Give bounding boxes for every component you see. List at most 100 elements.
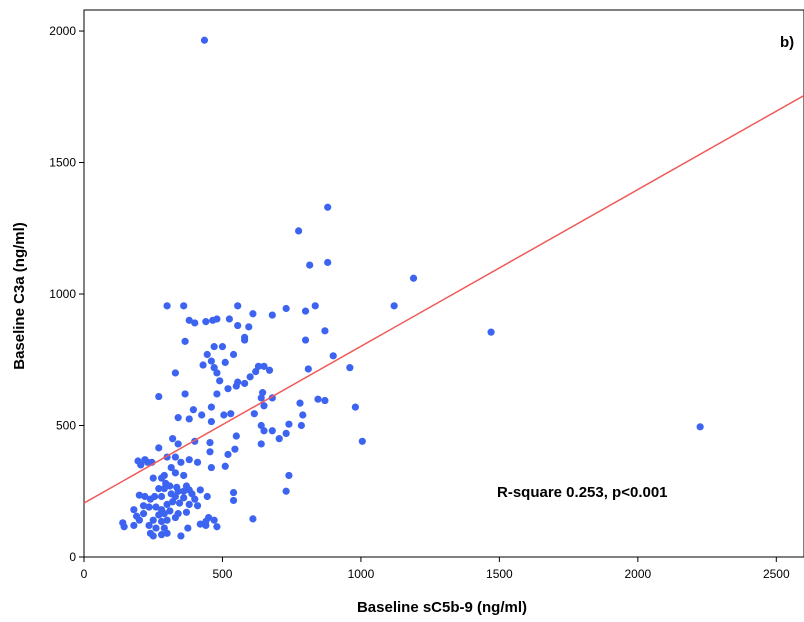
data-point <box>207 463 215 472</box>
data-point <box>145 503 153 511</box>
data-point <box>191 495 199 503</box>
data-point <box>216 377 224 385</box>
data-point <box>139 510 148 518</box>
data-point <box>130 521 138 530</box>
data-point <box>324 258 332 267</box>
data-point <box>139 502 148 510</box>
data-point <box>191 319 199 327</box>
data-point <box>167 463 175 472</box>
data-point <box>213 369 221 377</box>
data-point <box>174 414 182 422</box>
data-point <box>181 337 189 345</box>
plot-frame <box>83 9 804 558</box>
data-point <box>275 435 283 443</box>
data-point <box>160 510 168 518</box>
data-point <box>205 513 213 522</box>
data-point <box>268 427 276 435</box>
data-point <box>149 516 157 524</box>
data-point <box>193 502 202 510</box>
data-point <box>321 327 329 335</box>
data-point <box>171 369 179 377</box>
data-point <box>321 396 329 405</box>
data-point <box>213 390 221 398</box>
data-point <box>199 361 207 369</box>
x-tick-label: 1500 <box>486 567 513 581</box>
data-point <box>181 390 189 398</box>
data-point <box>346 364 354 372</box>
data-point <box>177 532 185 540</box>
data-point <box>149 532 157 540</box>
data-point <box>299 411 307 419</box>
data-point <box>329 352 337 360</box>
y-tick-label: 2000 <box>49 24 76 38</box>
data-point <box>185 456 193 464</box>
data-point <box>241 333 249 342</box>
data-point <box>206 448 214 456</box>
data-point <box>130 506 138 514</box>
data-point <box>166 482 174 490</box>
x-tick-label: 0 <box>81 567 88 581</box>
y-tick-label: 0 <box>69 550 76 564</box>
data-point <box>152 503 160 511</box>
data-point <box>171 453 179 461</box>
data-point <box>296 399 304 407</box>
data-point <box>169 498 177 506</box>
x-tick-label: 2000 <box>624 567 651 581</box>
data-point <box>184 524 192 532</box>
data-point <box>221 462 229 470</box>
data-point <box>295 227 303 235</box>
data-point <box>218 343 227 351</box>
data-point <box>169 435 177 443</box>
data-point <box>229 350 238 359</box>
panel-label: b) <box>780 34 794 51</box>
data-point <box>252 367 260 376</box>
data-point <box>182 508 191 516</box>
data-point <box>260 362 268 370</box>
data-point <box>232 432 240 440</box>
data-point <box>234 321 242 330</box>
data-point <box>185 415 193 423</box>
data-point <box>241 379 249 388</box>
data-point <box>151 492 159 501</box>
data-point <box>145 521 153 530</box>
data-point <box>220 411 228 419</box>
data-point <box>229 496 238 505</box>
x-tick-label: 2500 <box>763 567 790 581</box>
data-point <box>180 494 188 502</box>
data-point <box>203 350 211 359</box>
data-point <box>225 315 233 323</box>
data-point <box>210 343 218 351</box>
data-point <box>257 440 265 448</box>
data-point <box>163 516 171 524</box>
data-point <box>163 302 171 310</box>
data-point <box>171 513 179 522</box>
data-point <box>189 406 197 414</box>
data-point <box>163 500 171 509</box>
data-point <box>229 488 238 497</box>
data-point <box>282 487 290 495</box>
data-point <box>207 357 215 365</box>
data-point <box>358 437 366 445</box>
data-point <box>224 450 232 459</box>
data-point <box>221 358 229 366</box>
data-point <box>202 521 210 530</box>
data-point <box>206 439 214 447</box>
data-point <box>160 471 168 480</box>
data-point <box>141 492 149 501</box>
data-point <box>210 516 218 524</box>
y-tick-label: 1500 <box>49 156 76 170</box>
data-point <box>157 517 166 526</box>
x-axis: 0 500 1000 1500 2000 2500 <box>81 557 790 581</box>
data-point <box>141 456 149 464</box>
data-point <box>175 499 184 507</box>
data-point <box>311 302 319 310</box>
data-point <box>696 423 704 431</box>
y-axis: 0 500 1000 1500 2000 <box>49 24 84 564</box>
data-point <box>257 394 265 402</box>
data-point <box>231 445 239 453</box>
data-point <box>193 458 202 466</box>
data-point <box>306 261 314 269</box>
data-point <box>152 524 160 532</box>
data-point <box>149 474 157 482</box>
data-point <box>351 403 359 411</box>
